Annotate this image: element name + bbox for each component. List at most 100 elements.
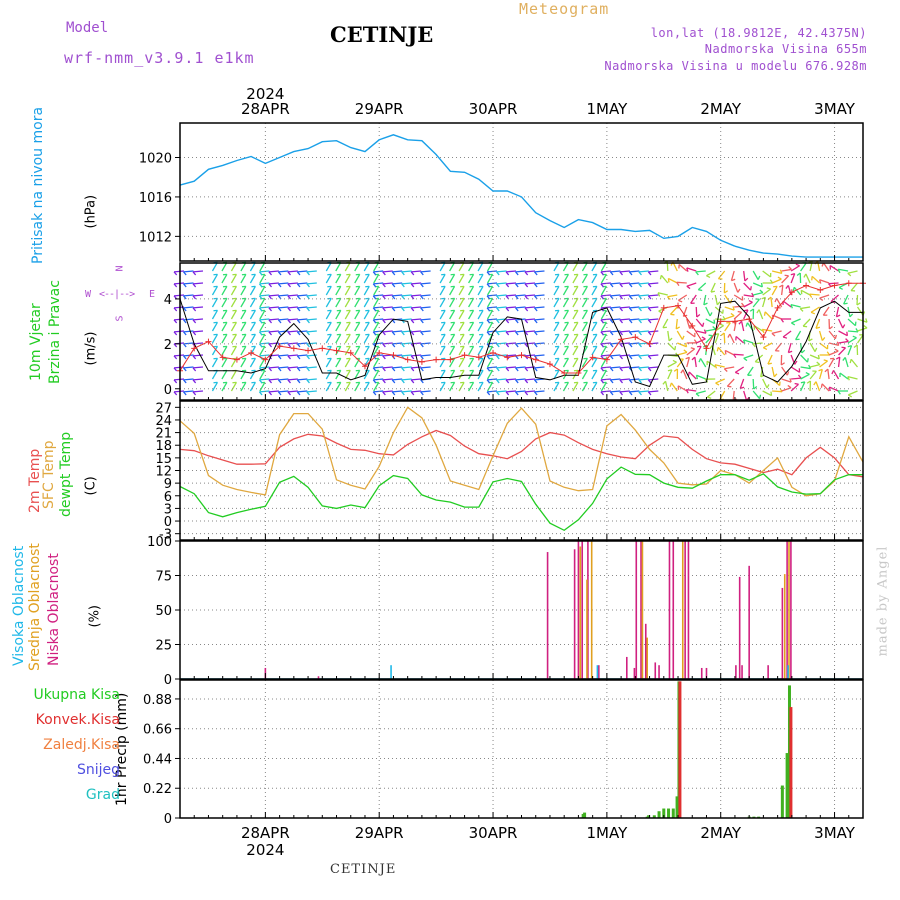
- wind-barb: [505, 378, 517, 381]
- wind-barb-flag: [372, 391, 377, 396]
- wind-barb: [486, 370, 494, 380]
- wind-barb: [827, 368, 830, 380]
- wind-barb-flag: [751, 292, 755, 297]
- top-date-label: 1MAY: [587, 100, 629, 118]
- wind-barb: [487, 378, 498, 381]
- wind-barb: [747, 366, 754, 376]
- wind-barb: [183, 294, 194, 297]
- wind-barb: [221, 346, 228, 356]
- wind-barb: [496, 342, 507, 345]
- wind-barb-flag: [600, 331, 605, 336]
- wind-barb: [686, 267, 697, 272]
- wind-barb: [268, 366, 279, 369]
- wind-barb: [354, 382, 361, 392]
- wind-barb-flag: [709, 312, 713, 317]
- wind-barb: [373, 262, 380, 272]
- wind-barb-flag: [685, 389, 689, 394]
- wind-barb-flag: [420, 307, 424, 312]
- wind-barb-flag: [790, 304, 793, 309]
- wind-barb: [297, 294, 308, 297]
- wind-barb-flag: [287, 355, 291, 360]
- wind-barb: [648, 306, 659, 309]
- wind-barb: [591, 358, 598, 368]
- wind-barb: [230, 334, 237, 344]
- wind-barb: [838, 340, 849, 344]
- wind-barb: [486, 286, 494, 296]
- wind-barb: [486, 310, 494, 320]
- wind-barb: [449, 334, 456, 344]
- wind-barb: [477, 334, 484, 344]
- wind-barb-flag: [628, 283, 633, 288]
- wind-barb: [420, 306, 431, 309]
- compass-arrow: <--|-->: [99, 289, 135, 300]
- precip-bar: [789, 707, 793, 818]
- wind-barb: [468, 382, 475, 392]
- wind-barb: [477, 310, 484, 320]
- wind-barb: [696, 374, 706, 380]
- wind-barb: [392, 390, 403, 393]
- wind-barb: [828, 330, 836, 340]
- wind-barb-flag: [410, 331, 415, 336]
- wind-barb: [477, 262, 484, 272]
- wind-barb: [800, 373, 810, 380]
- wind-barb-flag: [672, 359, 677, 363]
- wind-barb: [534, 282, 545, 285]
- wind-barb: [259, 306, 270, 309]
- wind-barb-flag: [515, 283, 519, 288]
- wind-barb-flag: [258, 319, 263, 324]
- wind-barb: [496, 306, 507, 309]
- wind-barb-flag: [420, 367, 424, 372]
- wind-barb: [534, 318, 545, 321]
- wind-barb: [648, 354, 659, 357]
- wind-barb-flag: [287, 331, 291, 336]
- wind-barb: [600, 286, 607, 296]
- wind-barb: [287, 270, 298, 273]
- wind-gust-marker: [760, 334, 767, 341]
- wind-barb: [439, 322, 446, 332]
- wind-barb: [268, 330, 279, 333]
- wind-barb: [458, 322, 465, 332]
- wind-barb-flag: [401, 331, 405, 336]
- wind-barb-flag: [277, 283, 282, 288]
- wind-barb: [790, 366, 800, 373]
- wind-barb-flag: [505, 367, 510, 372]
- wind-barb: [743, 282, 752, 291]
- wind-barb: [325, 262, 332, 272]
- wind-barb-flag: [505, 295, 510, 300]
- wind-barb: [420, 294, 431, 297]
- wind-barb-flag: [173, 283, 178, 288]
- wind-barb: [800, 306, 811, 310]
- wind-barb-flag: [743, 339, 746, 344]
- wind-barb: [553, 358, 560, 368]
- wind-barb: [249, 358, 256, 368]
- wind-gust-marker: [475, 354, 482, 361]
- wind-barb-flag: [486, 331, 491, 336]
- wind-barb-flag: [410, 355, 415, 360]
- wind-barb-flag: [841, 346, 846, 349]
- wind-barb: [401, 354, 412, 357]
- wind-barb-flag: [691, 356, 696, 361]
- wind-barb: [373, 378, 384, 381]
- wind-barb-flag: [731, 278, 736, 282]
- wind-barb-flag: [391, 391, 396, 396]
- wind-barb: [411, 318, 422, 321]
- wind-barb: [553, 322, 560, 332]
- wind-barb: [325, 370, 332, 380]
- wind-barb: [515, 270, 526, 273]
- wind-barb: [695, 390, 706, 395]
- wind-gust-marker: [490, 349, 497, 356]
- wind-barb-flag: [741, 302, 745, 307]
- wind-barb: [619, 366, 630, 369]
- wind-barb: [818, 330, 823, 341]
- altitude-model-text: Nadmorska Visina u modelu 676.928m: [604, 59, 867, 73]
- wind-barb: [572, 382, 579, 392]
- wind-barb-flag: [763, 311, 766, 316]
- wind-barb-flag: [277, 355, 282, 360]
- wind-barb-flag: [795, 263, 800, 267]
- wind-barb: [335, 358, 342, 368]
- wind-barb-flag: [609, 391, 614, 396]
- wind-barb: [468, 322, 475, 332]
- wind-barb: [249, 274, 256, 284]
- wind-barb: [297, 306, 308, 309]
- wind-barb-flag: [287, 307, 291, 312]
